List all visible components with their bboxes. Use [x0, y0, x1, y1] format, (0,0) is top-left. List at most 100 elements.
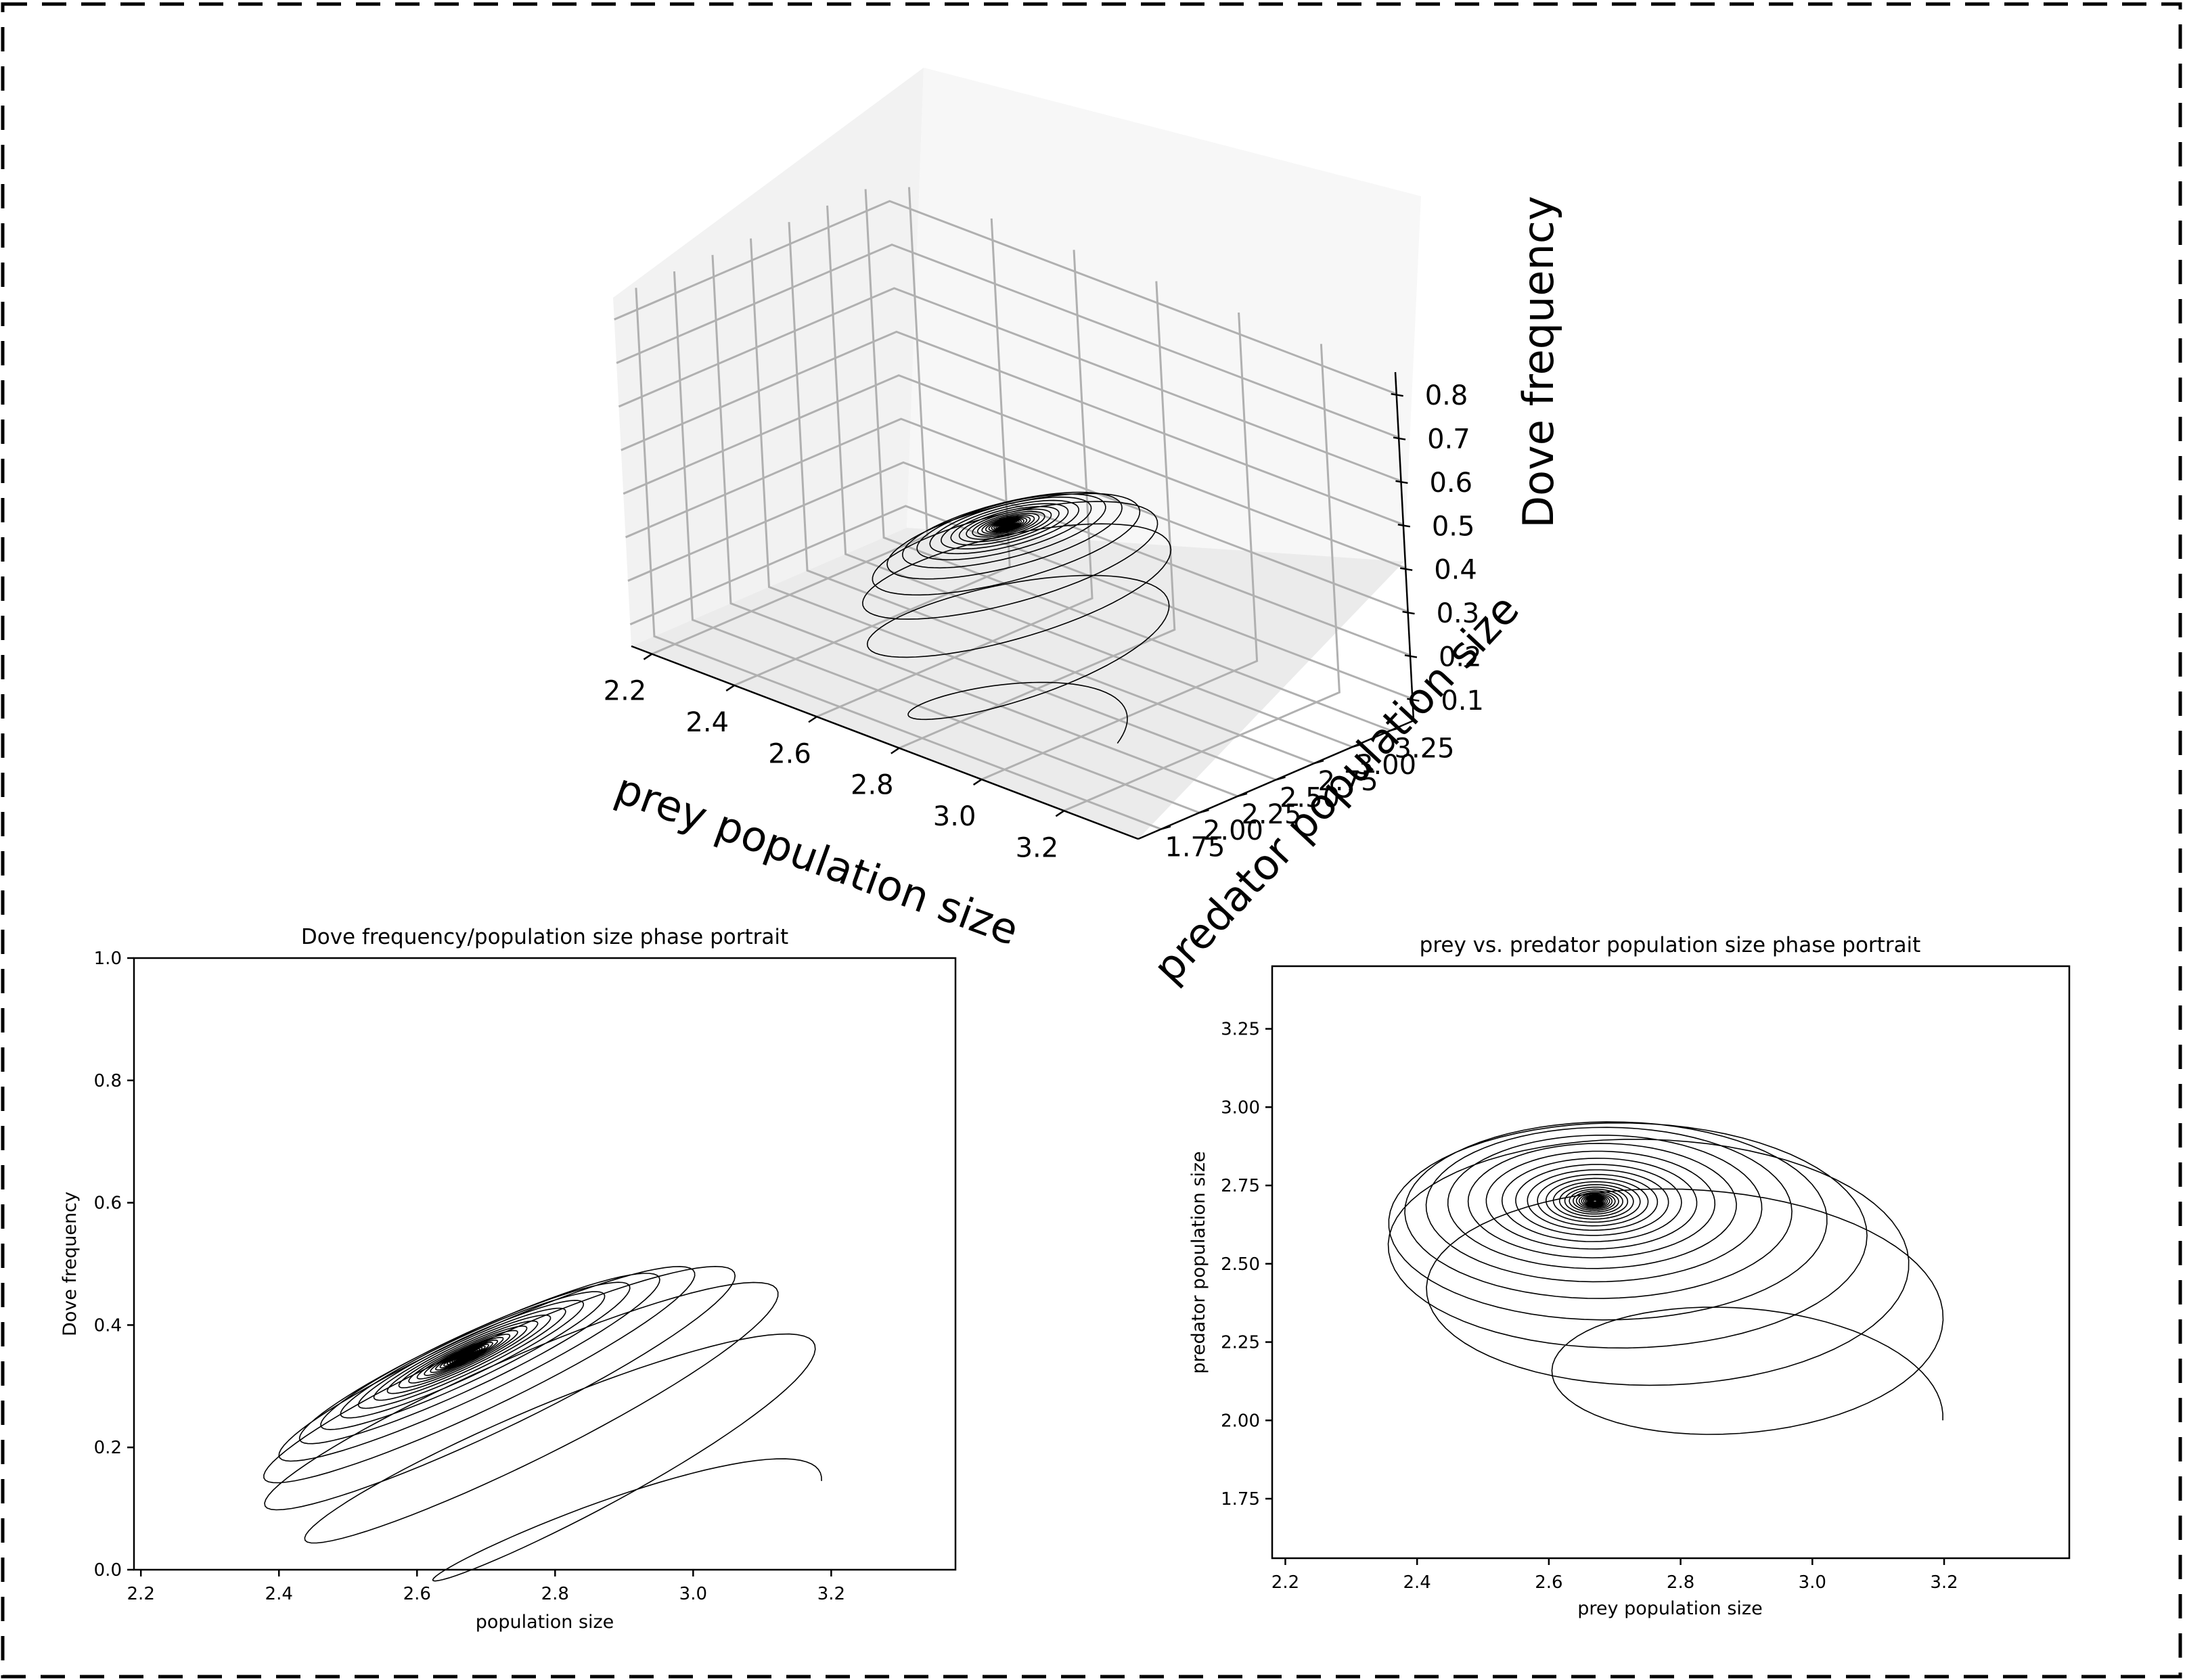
x-tick-label-3d: 2.6 — [768, 738, 811, 769]
trajectory-line-3d — [862, 491, 1172, 744]
x-tick-label: 2.2 — [1271, 1572, 1299, 1593]
y-tick-label: 2.50 — [1221, 1254, 1260, 1275]
x-tick-label: 3.0 — [1799, 1572, 1826, 1593]
z-tick-label-3d: 0.7 — [1427, 424, 1470, 455]
z-tick-label-3d: 0.4 — [1434, 555, 1477, 586]
y-tick-3d — [1161, 825, 1171, 830]
y-tick-3d — [1390, 727, 1401, 731]
x-tick-label: 2.8 — [541, 1584, 569, 1604]
y-tick-label: 0.4 — [94, 1315, 122, 1336]
x-tick-label: 3.2 — [1930, 1572, 1958, 1593]
z-tick-3d — [1407, 698, 1420, 702]
grid-line-z — [618, 287, 1401, 482]
grid-line-x — [981, 312, 1259, 781]
x-tick-3d — [1055, 810, 1065, 817]
x-tick-label-3d: 2.4 — [685, 707, 729, 738]
y-tick-label: 0.2 — [94, 1438, 122, 1458]
y-tick-label-3d: 2.75 — [1317, 766, 1378, 797]
x-tick-label: 2.6 — [1535, 1572, 1562, 1593]
y-axis-label: predator population size — [1188, 1151, 1209, 1373]
x-axis-line-3d — [631, 645, 1139, 840]
z-tick-3d — [1393, 436, 1406, 440]
z-tick-3d — [1402, 610, 1415, 615]
grid-line-x — [816, 250, 1094, 718]
z-tick-label-3d: 0.2 — [1439, 641, 1482, 673]
x-tick-label: 3.2 — [817, 1584, 845, 1604]
z-tick-label-3d: 0.8 — [1425, 380, 1468, 411]
x-tick-label-3d: 2.8 — [851, 770, 894, 801]
y-tick-label: 1.0 — [94, 949, 122, 969]
x-tick-label: 2.4 — [1403, 1572, 1431, 1593]
chart-title: Dove frequency/population size phase por… — [301, 925, 788, 949]
x-axis-label: prey population size — [1577, 1598, 1762, 1619]
z-axis-label-3d: Dove frequency — [1514, 196, 1563, 528]
grid-3d — [614, 187, 1413, 830]
z-tick-3d — [1399, 567, 1413, 571]
axes-3d: 2.22.42.62.83.03.2 1.752.002.252.502.753.… — [604, 371, 1484, 863]
pane-back — [907, 68, 1421, 562]
trajectory-dove-population — [263, 1266, 822, 1582]
z-tick-3d — [1395, 480, 1408, 484]
z-tick-label-3d: 0.3 — [1437, 598, 1480, 629]
grid-line-z — [614, 200, 1397, 395]
y-tick-3d — [1237, 792, 1248, 798]
y-tick-3d — [1199, 809, 1209, 814]
grid-line-y — [826, 205, 1353, 748]
z-tick-3d — [1404, 654, 1418, 658]
z-axis-line-3d — [1394, 371, 1415, 721]
y-tick-label: 1.75 — [1221, 1489, 1260, 1509]
grid-line-z — [627, 461, 1411, 656]
grid-line-z — [629, 505, 1413, 700]
x-tick-label: 2.2 — [127, 1584, 155, 1604]
grid-line-z — [625, 417, 1409, 613]
x-tick-label: 2.8 — [1667, 1572, 1694, 1593]
y-tick-label: 0.6 — [94, 1194, 122, 1214]
y-tick-label-3d: 1.75 — [1165, 832, 1225, 863]
grid-line-z — [623, 374, 1406, 570]
plot-area — [1271, 965, 2071, 1560]
grid-line-y — [711, 254, 1238, 798]
z-tick-label-3d: 0.1 — [1441, 685, 1484, 717]
chart-dove-vs-population: Dove frequency/population size phase por… — [60, 925, 957, 1633]
y-tick-label: 0.8 — [94, 1071, 122, 1091]
grid-line-y — [750, 238, 1277, 781]
ticks: 2.2 2.4 2.6 2.8 3.0 3.2 0.0 0.2 0.4 0.6 0.8 1.0 — [94, 949, 845, 1604]
grid-line-y — [864, 189, 1391, 731]
x-tick-3d — [891, 747, 900, 754]
y-tick-3d — [1313, 759, 1324, 765]
z-tick-3d — [1391, 392, 1403, 397]
ticks: 2.2 2.4 2.6 2.8 3.0 3.2 1.75 2.00 2.25 2.50 2.75 3.… — [1221, 1020, 1958, 1593]
x-axis-label: population size — [476, 1612, 614, 1633]
plot-area — [133, 957, 957, 1571]
trajectory-line — [1387, 1121, 1944, 1435]
y-tick-label: 2.25 — [1221, 1333, 1260, 1353]
z-tick-label-3d: 0.6 — [1429, 468, 1472, 499]
x-tick-label-3d: 3.0 — [933, 801, 976, 832]
grid-line-y — [673, 271, 1200, 814]
chart-title: prey vs. predator population size phase … — [1420, 933, 1921, 957]
x-tick-3d — [725, 684, 735, 691]
trajectory-3d — [862, 491, 1172, 744]
y-tick-label: 0.0 — [94, 1560, 122, 1581]
x-tick-label-3d: 3.2 — [1016, 832, 1059, 863]
grid-line-x — [651, 187, 929, 655]
x-tick-label: 2.4 — [265, 1584, 293, 1604]
x-tick-3d — [643, 653, 653, 660]
grid-line-x — [1063, 344, 1341, 812]
y-tick-label-3d: 2.50 — [1280, 783, 1340, 814]
x-tick-label-3d: 2.2 — [604, 676, 647, 707]
y-tick-3d — [1352, 743, 1362, 748]
y-tick-label-3d: 2.25 — [1241, 799, 1301, 830]
trajectory-prey-predator — [1387, 1121, 1944, 1435]
y-tick-label: 3.00 — [1221, 1097, 1260, 1118]
y-axis-label: Dove frequency — [60, 1191, 81, 1336]
y-tick-label-3d: 3.25 — [1395, 733, 1455, 765]
y-tick-label: 2.75 — [1221, 1176, 1260, 1196]
y-tick-label-3d: 3.00 — [1356, 750, 1416, 781]
x-tick-label: 3.0 — [679, 1584, 707, 1604]
y-tick-label: 2.00 — [1221, 1411, 1260, 1431]
x-tick-3d — [808, 716, 817, 723]
z-tick-label-3d: 0.5 — [1432, 511, 1475, 542]
z-tick-3d — [1397, 524, 1411, 528]
